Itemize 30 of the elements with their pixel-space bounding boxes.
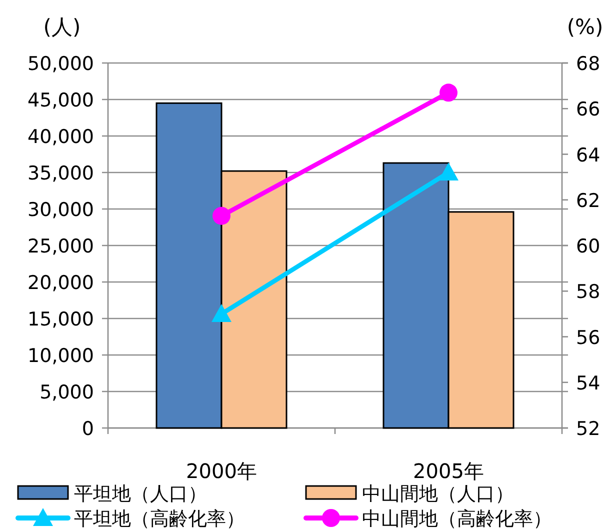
y-tick-label: 20,000 bbox=[28, 272, 94, 294]
y2-axis-title: (%) bbox=[566, 15, 604, 39]
y-tick-label: 15,000 bbox=[28, 308, 94, 330]
y-tick-label: 50,000 bbox=[28, 53, 94, 75]
y-tick-label: 40,000 bbox=[28, 126, 94, 148]
y2-tick-label: 62 bbox=[576, 190, 600, 212]
x-tick-label: 2005年 bbox=[413, 459, 484, 483]
y2-tick-label: 54 bbox=[576, 372, 600, 394]
y-tick-label: 5,000 bbox=[40, 382, 94, 404]
y2-tick-label: 52 bbox=[576, 418, 600, 440]
y-tick-label: 35,000 bbox=[28, 162, 94, 184]
y-tick-label: 25,000 bbox=[28, 236, 94, 258]
legend-label: 平坦地（人口） bbox=[74, 483, 207, 505]
point bbox=[440, 84, 458, 102]
y2-tick-label: 66 bbox=[576, 98, 600, 121]
y-tick-label: 10,000 bbox=[28, 345, 94, 367]
y2-tick-label: 56 bbox=[576, 326, 600, 349]
y2-tick-label: 58 bbox=[576, 281, 600, 304]
point bbox=[212, 206, 230, 225]
y-tick-label: 30,000 bbox=[28, 199, 94, 221]
legend-label: 平坦地（高齢化率） bbox=[74, 508, 245, 529]
y2-tick-label: 60 bbox=[576, 236, 600, 258]
y-axis-title: (人) bbox=[43, 15, 81, 39]
y-tick-label: 45,000 bbox=[28, 90, 94, 112]
legend-label: 中山間地（高齢化率） bbox=[362, 508, 552, 529]
legend-label: 中山間地（人口） bbox=[362, 483, 514, 505]
y-tick-label: 0 bbox=[82, 418, 94, 440]
y2-tick-label: 68 bbox=[576, 53, 600, 75]
y2-tick-label: 64 bbox=[576, 144, 600, 166]
x-tick-label: 2000年 bbox=[186, 459, 257, 483]
